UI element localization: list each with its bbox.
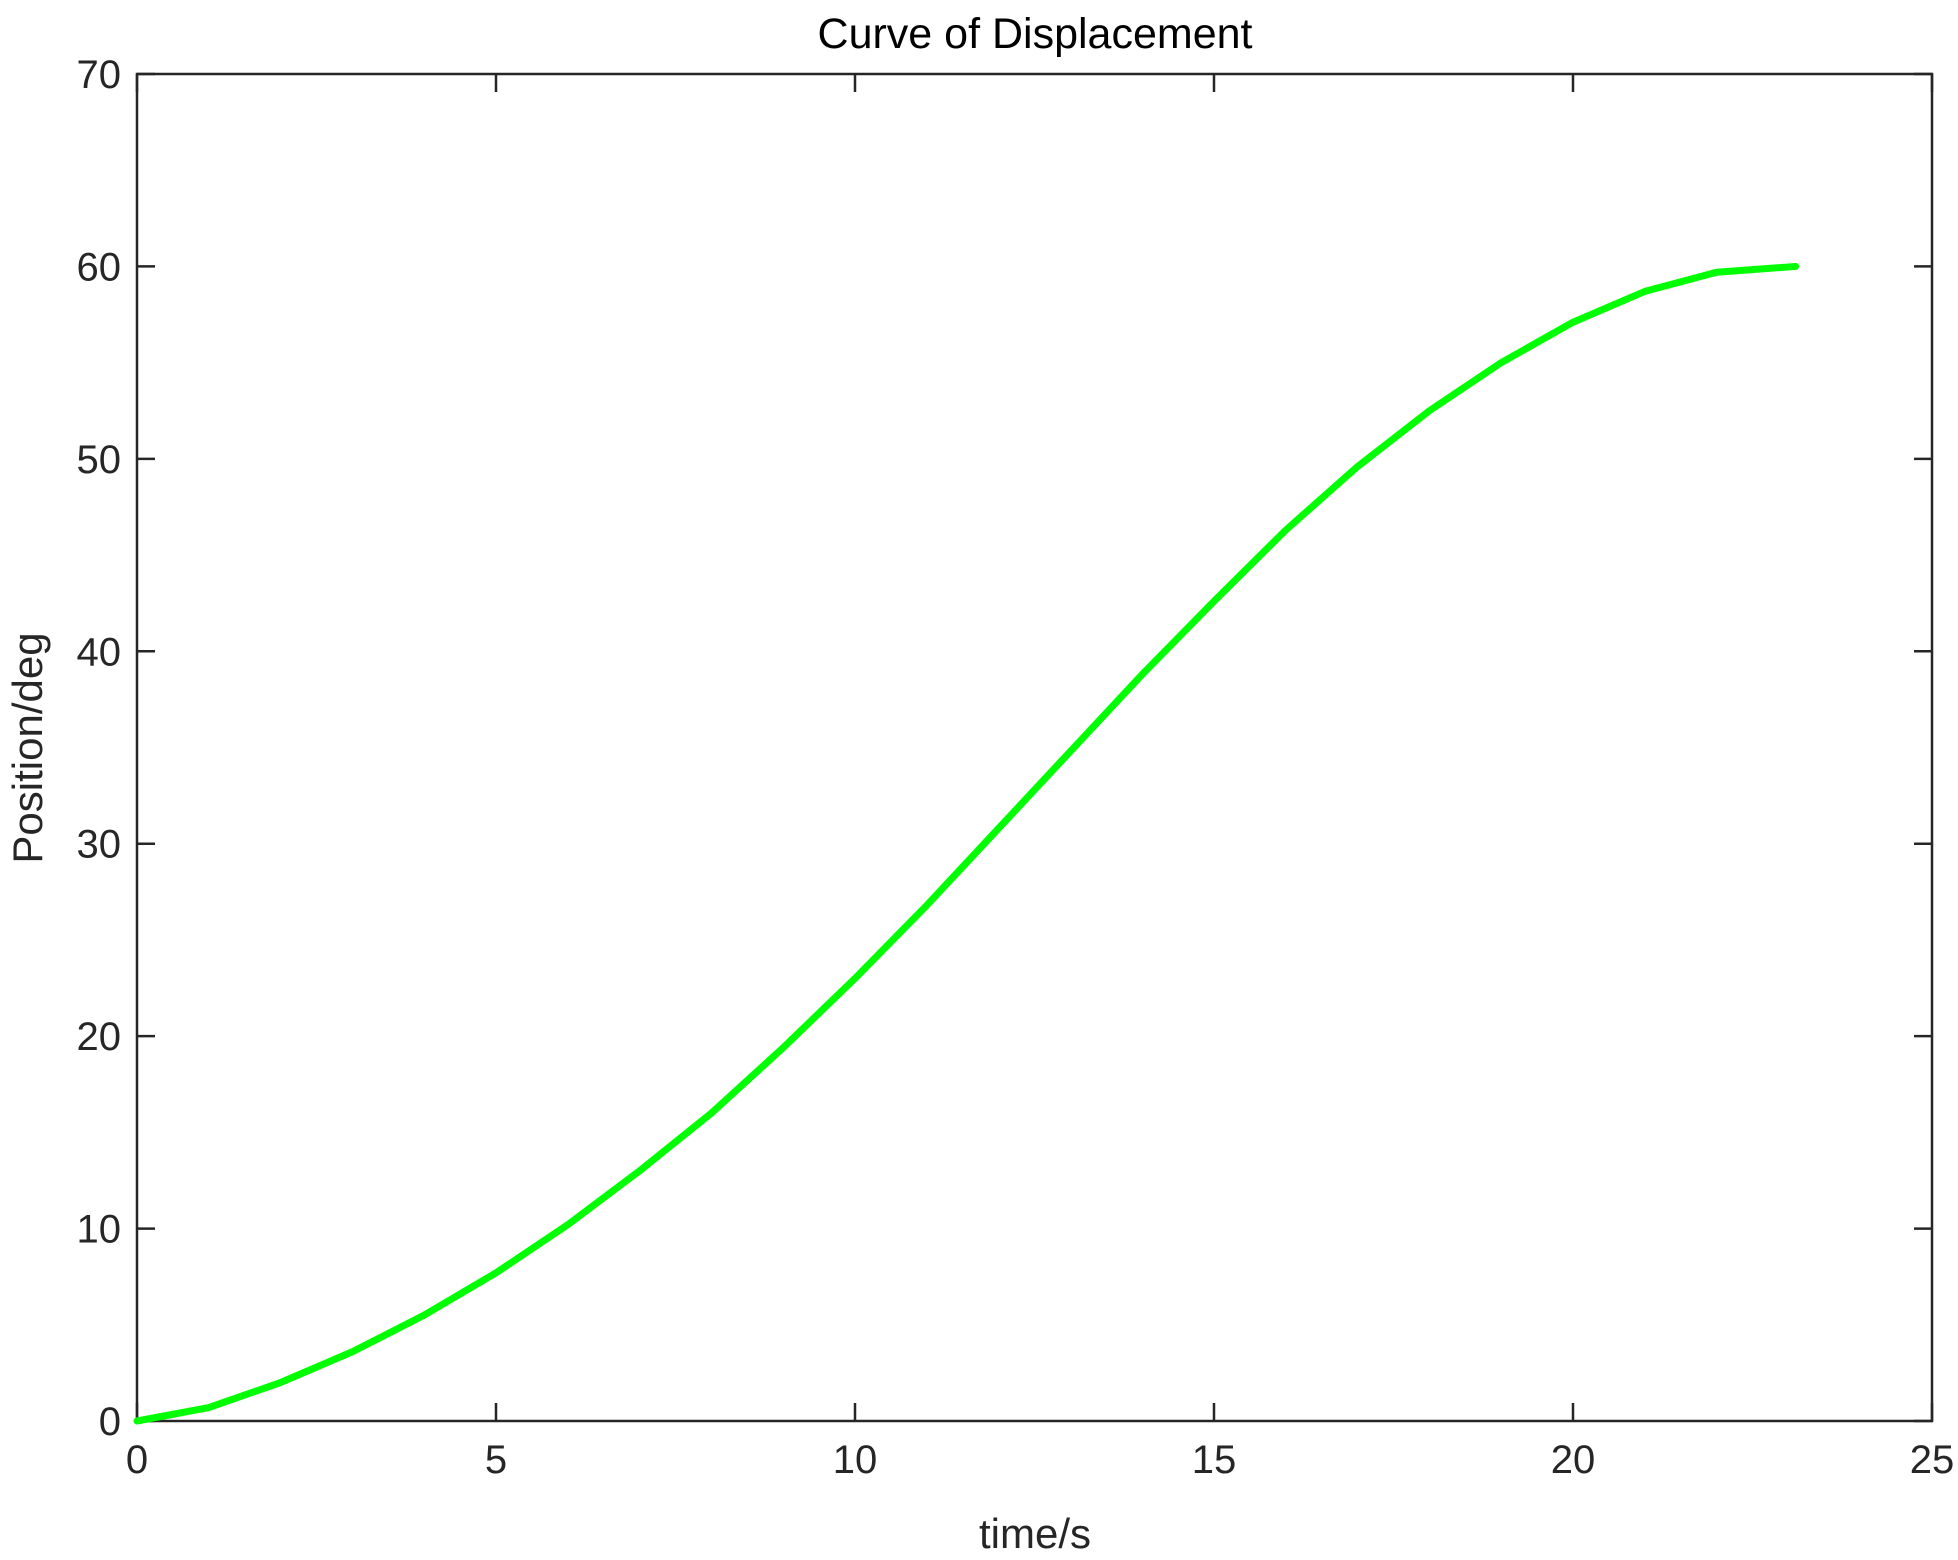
plot-area: 0 5 10 15 20 25 0 10 20 30 40 50 60 70	[77, 53, 1955, 1482]
x-tick-label: 10	[833, 1438, 878, 1482]
y-tick-label: 30	[77, 823, 122, 867]
y-tick-label: 60	[77, 245, 122, 289]
axes-box	[135, 72, 1934, 1423]
x-axis-title: time/s	[979, 1510, 1091, 1557]
chart-title: Curve of Displacement	[818, 10, 1253, 58]
y-tick-label: 20	[77, 1015, 122, 1059]
y-tick-label: 50	[77, 438, 122, 482]
x-tick-label: 15	[1192, 1438, 1237, 1482]
y-tick-label: 10	[77, 1208, 122, 1252]
x-tick-label: 5	[485, 1438, 507, 1482]
y-tick-label: 0	[99, 1400, 121, 1444]
y-tick-label: 70	[77, 53, 122, 97]
series-line	[133, 262, 1800, 1425]
y-tick-label: 40	[77, 630, 122, 674]
x-tick-label: 0	[126, 1438, 148, 1482]
x-tick-label: 25	[1910, 1438, 1955, 1482]
x-tick-label: 20	[1551, 1438, 1596, 1482]
y-axis-title: Position/deg	[4, 632, 51, 863]
